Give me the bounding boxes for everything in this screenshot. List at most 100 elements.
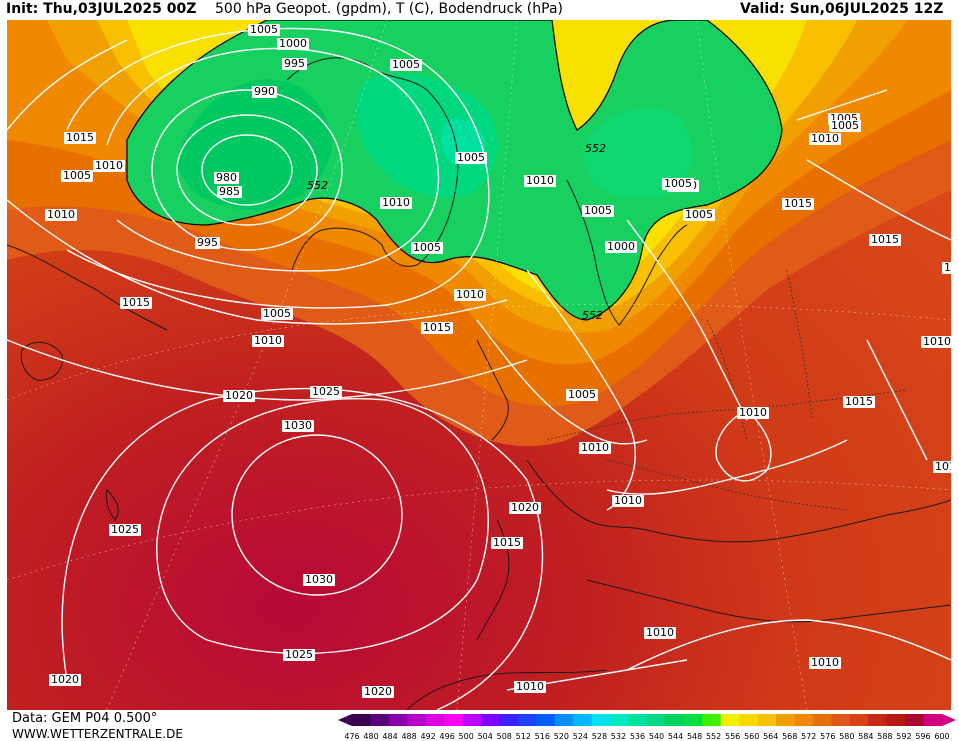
legend-tick-label: 596 [915, 732, 930, 741]
isobar-label: 1005 [455, 151, 487, 164]
legend-tick-label: 532 [611, 732, 626, 741]
isobar-label: 1010 [93, 159, 125, 172]
isobar-label: 1015 [843, 395, 875, 408]
chart-footer: Data: GEM P04 0.500° WWW.WETTERZENTRALE.… [0, 710, 959, 741]
legend-swatch [647, 714, 666, 726]
isobar-label: 1025 [109, 523, 141, 536]
isobar-label: 1020 [362, 685, 394, 698]
legend-tick-label: 512 [516, 732, 531, 741]
valid-time: Valid: Sun,06JUL2025 12Z [740, 1, 944, 17]
legend-swatch [536, 714, 556, 726]
init-time: Init: Thu,03JUL2025 00Z [6, 1, 197, 17]
contour-552-label: 552 [307, 179, 328, 192]
legend-swatch [481, 714, 500, 726]
coastlines [7, 57, 951, 710]
legend-swatch [517, 714, 537, 726]
legend-tick-label: 560 [744, 732, 759, 741]
legend-swatch [739, 714, 759, 726]
isobar-label: 1015 [782, 197, 814, 210]
legend-swatch [776, 714, 795, 726]
legend-swatch [573, 714, 593, 726]
scandinavia-low-area [583, 108, 692, 199]
legend-arrow-right [942, 714, 956, 726]
website-credit: WWW.WETTERZENTRALE.DE [12, 727, 183, 741]
legend-swatch [683, 714, 703, 726]
isobar-label: 1015 [120, 296, 152, 309]
isobar-label: 1010 [454, 288, 486, 301]
isobar-label: 1005 [662, 177, 694, 190]
legend-swatch [407, 714, 427, 726]
trough-core-area [355, 74, 498, 198]
isobar-label: 995 [282, 57, 307, 70]
map-area: 1005 1000 995 990 980 985 1005 1005 1005… [7, 20, 951, 710]
isobar-label: 1015 [869, 233, 901, 246]
legend-tick-label: 584 [858, 732, 873, 741]
isobar-label: 995 [195, 236, 220, 249]
legend-swatch [499, 714, 519, 726]
isobar-label: 1020 [223, 389, 255, 402]
isobar-label: 1010 [737, 406, 769, 419]
legend-swatch [370, 714, 390, 726]
legend-tick-label: 552 [706, 732, 721, 741]
isobar-label: 1025 [310, 385, 342, 398]
legend-tick-label: 476 [344, 732, 359, 741]
legend-tick-label: 524 [573, 732, 588, 741]
legend-swatch [610, 714, 630, 726]
isobar-label: 1010 [809, 132, 841, 145]
isobar-label: 1015 [491, 536, 523, 549]
legend-swatch [352, 714, 371, 726]
isobar-label: 1010 [524, 174, 556, 187]
legend-tick-label: 484 [382, 732, 397, 741]
legend-swatch [388, 714, 408, 726]
legend-swatch [794, 714, 814, 726]
isobar-label: 985 [217, 185, 242, 198]
legend-tick-label: 520 [554, 732, 569, 741]
isobar-label: 1010 [579, 441, 611, 454]
legend-tick-label: 548 [687, 732, 702, 741]
isobar-label: 1015 [64, 131, 96, 144]
isobar-label: 1010 [612, 494, 644, 507]
isobar-label: 1015 [421, 321, 453, 334]
legend-tick-label: 508 [497, 732, 512, 741]
graticule [7, 20, 951, 710]
legend-swatch [591, 714, 611, 726]
isobar-label: 1025 [283, 648, 315, 661]
isobar-label: 1005 [566, 388, 598, 401]
legend-tick-label: 592 [896, 732, 911, 741]
chart-title: 500 hPa Geopot. (gpdm), T (C), Bodendruc… [215, 1, 563, 17]
isobar-label: 1010 [933, 461, 951, 473]
isobar-label: 1010 [45, 208, 77, 221]
legend-swatch [923, 714, 943, 726]
legend-swatch [628, 714, 648, 726]
legend-tick-label: 500 [459, 732, 474, 741]
isobar-label: 1005 [390, 58, 422, 71]
legend-tick-label: 544 [668, 732, 683, 741]
legend-tick-label: 588 [877, 732, 892, 741]
legend-swatch [886, 714, 906, 726]
isobar-label: 1005 [248, 23, 280, 36]
isobar-label: 1005 [261, 307, 293, 320]
legend-swatch [425, 714, 445, 726]
chart-header: Init: Thu,03JUL2025 00Z 500 hPa Geopot. … [0, 0, 959, 20]
isobar-label: 990 [252, 85, 277, 98]
isobar-label: 1010 [252, 334, 284, 347]
legend-swatch [665, 714, 685, 726]
isobar-label: 1005 [61, 169, 93, 182]
isobars [7, 27, 951, 710]
legend-swatch [720, 714, 740, 726]
isobar-label: 1010 [644, 626, 676, 639]
map-svg [7, 20, 951, 710]
legend-tick-label: 496 [440, 732, 455, 741]
legend-swatch [554, 714, 574, 726]
legend-tick-label: 540 [649, 732, 664, 741]
isobar-label: 1030 [303, 573, 335, 586]
legend-tick-label: 480 [363, 732, 378, 741]
legend-tick-label: 504 [478, 732, 493, 741]
isobar-label: 1005 [582, 204, 614, 217]
legend-tick-label: 568 [782, 732, 797, 741]
legend-tick-label: 516 [535, 732, 550, 741]
legend-tick-label: 580 [839, 732, 854, 741]
legend-swatch [462, 714, 482, 726]
legend-swatch [444, 714, 464, 726]
